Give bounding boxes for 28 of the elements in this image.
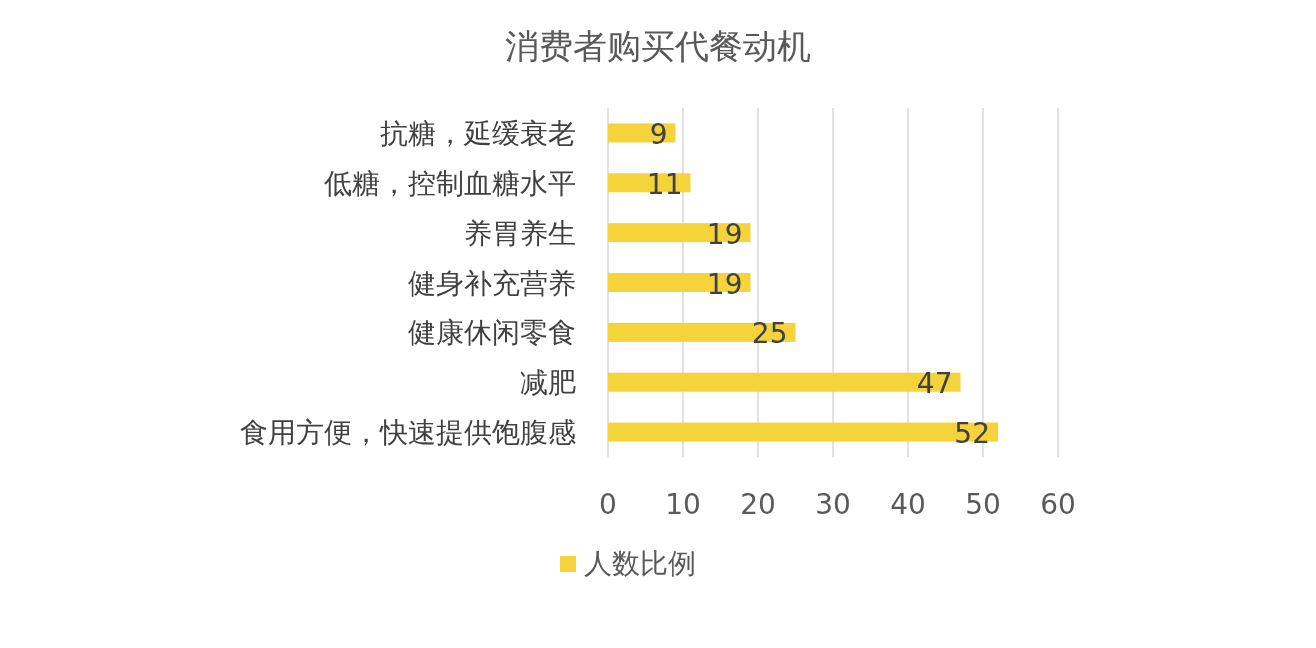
y-tick-label: 食用方便，快速提供饱腹感 (240, 416, 576, 450)
x-tick-label: 50 (965, 488, 1001, 521)
data-label: 9 (649, 117, 668, 151)
data-label: 25 (751, 317, 788, 351)
data-label: 19 (706, 267, 743, 301)
data-label: 11 (646, 167, 683, 201)
x-tick-label: 30 (815, 488, 851, 521)
data-label: 47 (916, 367, 953, 401)
chart-title: 消费者购买代餐动机 (505, 26, 811, 66)
legend-label: 人数比例 (584, 547, 696, 580)
bar (608, 422, 998, 442)
data-label: 52 (954, 417, 990, 451)
x-tick-label: 0 (599, 488, 617, 521)
x-tick-label: 60 (1040, 488, 1076, 521)
y-tick-label: 健身补充营养 (408, 266, 576, 300)
y-tick-label: 低糖，控制血糖水平 (324, 166, 576, 200)
x-tick-label: 10 (665, 488, 701, 521)
y-tick-label: 减肥 (520, 366, 576, 400)
bar (608, 223, 751, 243)
bar (608, 273, 751, 292)
x-tick-label: 40 (890, 488, 926, 521)
x-tick-label: 20 (740, 488, 776, 521)
data-label: 19 (706, 217, 743, 251)
bar (608, 322, 796, 342)
y-tick-label: 养胃养生 (464, 216, 576, 250)
y-tick-label: 健康休闲零食 (408, 316, 576, 350)
y-tick-label: 抗糖，延缓衰老 (380, 116, 576, 150)
bar (608, 372, 961, 392)
